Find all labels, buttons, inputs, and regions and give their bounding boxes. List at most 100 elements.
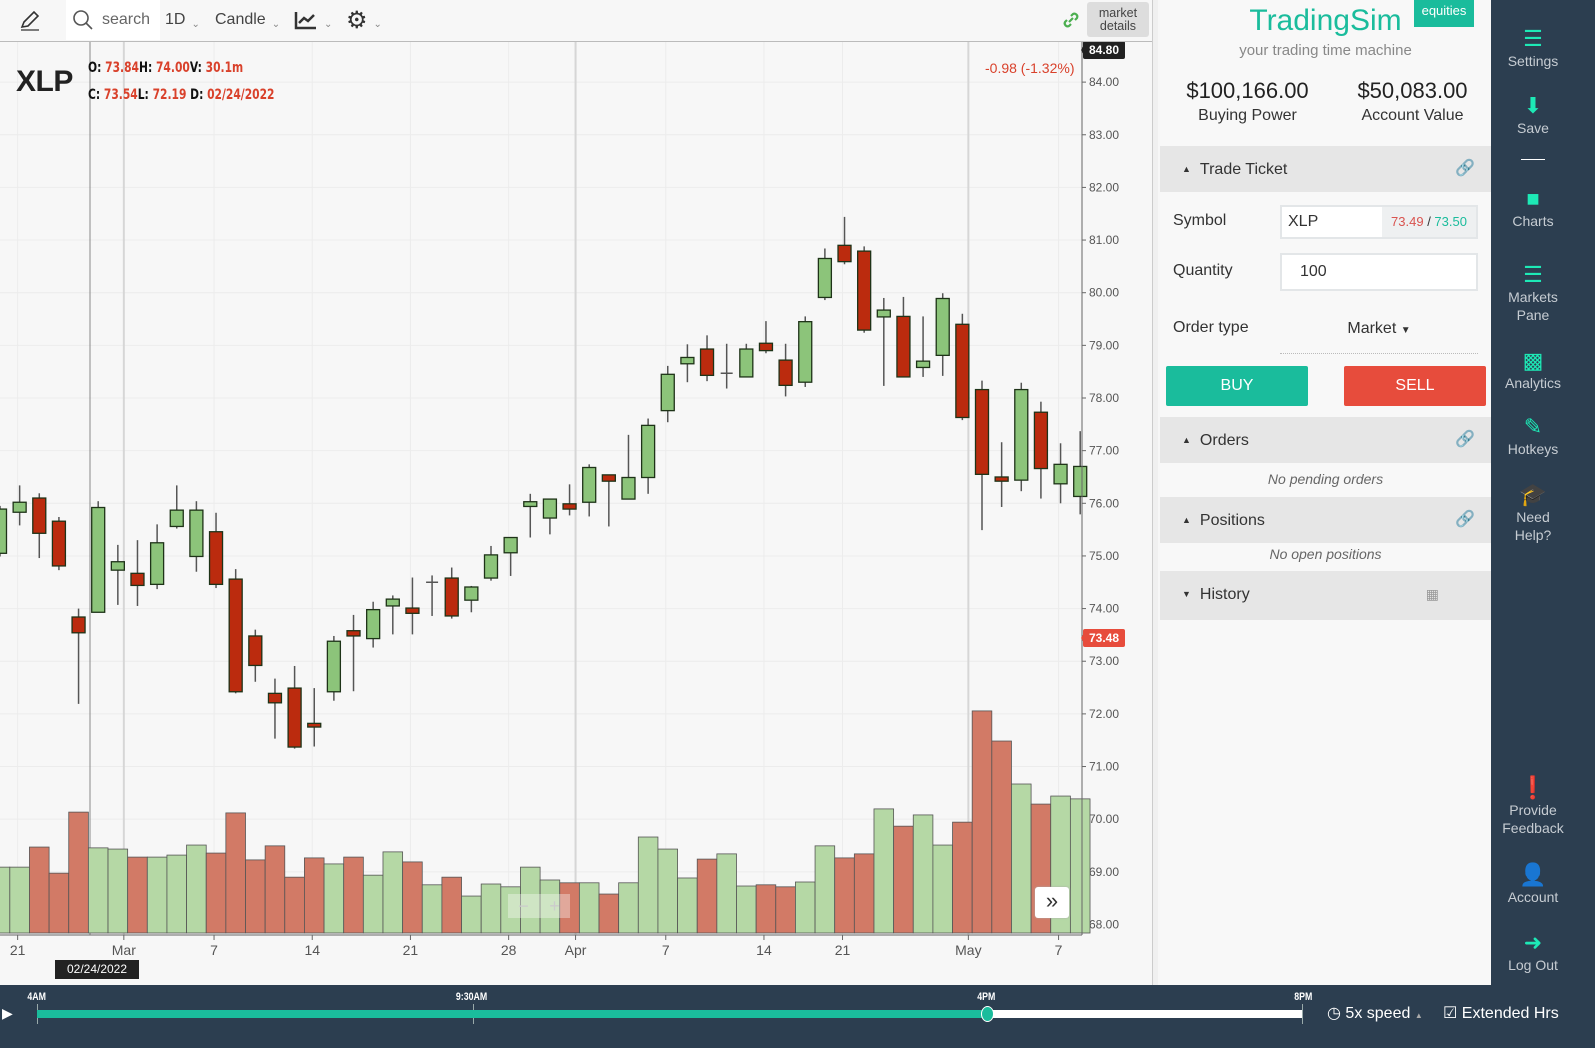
volume-bar — [853, 853, 875, 934]
ohlc-values: O: 73.84H: 74.00V: 30.1m C: 73.54L: 72.1… — [88, 55, 275, 109]
candle-up — [12, 501, 27, 513]
link-icon[interactable]: 🔗 — [1455, 160, 1475, 177]
scroll-to-end-button[interactable]: » — [1035, 887, 1069, 918]
sidebar-item-save[interactable]: ⬇ Save — [1491, 93, 1575, 137]
pencil-icon[interactable] — [18, 0, 42, 40]
user-icon: 👤 — [1519, 862, 1547, 887]
timeline-label: 4PM — [977, 991, 996, 1003]
y-axis-label: 78.00 — [1089, 391, 1119, 405]
y-axis-label: 71.00 — [1089, 760, 1119, 774]
positions-header[interactable]: ▲ Positions 🔗 — [1160, 497, 1491, 543]
link-icon[interactable] — [1062, 0, 1080, 40]
low-label: L: — [137, 87, 149, 103]
candle-up — [0, 508, 8, 554]
sell-button[interactable]: SELL — [1344, 366, 1486, 406]
candle-down — [51, 520, 67, 567]
candle-down — [601, 474, 616, 482]
account-value-amount: $50,083.00 — [1357, 78, 1468, 103]
sidebar-item-need-help[interactable]: 🎓 Need Help? — [1491, 482, 1575, 544]
trade-ticket-header[interactable]: ▲ Trade Ticket 🔗 — [1160, 146, 1491, 192]
sidebar-item-settings[interactable]: ☰ Settings — [1491, 26, 1575, 70]
chevron-down-icon: ⌄ — [324, 18, 333, 30]
market-details-button[interactable]: market details — [1087, 2, 1149, 37]
buy-button[interactable]: BUY — [1166, 366, 1308, 406]
tagline: your trading time machine — [1239, 42, 1412, 59]
open-label: O: — [88, 60, 102, 76]
menu-icon: ☰ — [1523, 26, 1543, 51]
zoom-out-icon[interactable]: − — [518, 896, 529, 916]
chevron-down-icon: ⌄ — [271, 18, 281, 30]
quote-separator: / — [1423, 214, 1435, 229]
search-input[interactable]: search — [66, 0, 160, 40]
sidebar-item-label: Account — [1507, 889, 1559, 905]
extended-hours-toggle[interactable]: ☑ Extended Hrs — [1443, 1003, 1559, 1023]
candle-down — [699, 348, 715, 377]
volume-value: 30.1m — [205, 60, 244, 76]
candle-up — [640, 424, 656, 479]
sidebar-item-analytics[interactable]: ▩ Analytics — [1491, 348, 1575, 392]
date-value: 02/24/2022 — [207, 87, 275, 103]
double-chevron-right-icon: » — [1045, 888, 1059, 913]
timeline-handle[interactable] — [980, 1006, 994, 1022]
caret-down-icon: ▼ — [1400, 325, 1411, 336]
sidebar-item-provide-feedback[interactable]: ❗ Provide Feedback — [1491, 775, 1575, 837]
edit-icon: ✎ — [1523, 414, 1543, 439]
sidebar-item-charts[interactable]: ■ Charts — [1491, 186, 1575, 230]
crosshair-date-label: 02/24/2022 — [55, 960, 139, 979]
candle-up — [366, 608, 381, 640]
link-icon[interactable]: 🔗 — [1455, 431, 1475, 448]
volume-bar — [304, 857, 325, 934]
search-placeholder: search — [102, 11, 151, 28]
candle-up — [503, 536, 518, 554]
candle-up — [621, 476, 636, 500]
x-axis-label: 21 — [403, 942, 419, 958]
stacked-grid-icon[interactable]: ▦ — [1425, 586, 1439, 602]
sidebar-item-account[interactable]: 👤 Account — [1491, 862, 1575, 906]
y-axis-label: 70.00 — [1089, 812, 1119, 826]
order-type-value: Market — [1347, 320, 1397, 337]
bid-price: 73.49 — [1391, 214, 1424, 229]
list-icon: ☰ — [1523, 262, 1543, 287]
history-header[interactable]: ▼ History ▦ — [1160, 571, 1491, 620]
play-icon[interactable]: ▶ — [2, 1005, 13, 1021]
ohlc-legend: XLP O: 73.84H: 74.00V: 30.1m C: 73.54L: … — [16, 55, 307, 109]
symbol-input[interactable]: XLP 73.49 / 73.50 — [1280, 205, 1478, 239]
order-type-select[interactable]: Market ▼ — [1280, 312, 1478, 354]
gear-icon: ⚙ — [346, 6, 368, 34]
open-value: 73.84 — [105, 60, 139, 76]
zoom-in-icon[interactable]: + — [549, 896, 560, 916]
volume-bar — [736, 885, 757, 934]
sidebar-item-hotkeys[interactable]: ✎ Hotkeys — [1491, 414, 1575, 458]
link-icon[interactable]: 🔗 — [1455, 511, 1475, 528]
volume-bar — [952, 821, 973, 934]
indicators-select[interactable]: ⌄ — [294, 0, 332, 40]
equities-badge[interactable]: equities — [1414, 0, 1474, 27]
timeline-label: 4AM — [27, 991, 46, 1003]
trade-panel: TradingSim equities your trading time ma… — [1160, 0, 1491, 985]
speed-select[interactable]: ◷ 5x speed ▲ — [1327, 1003, 1423, 1023]
orders-empty: No pending orders — [1267, 471, 1384, 487]
y-axis-label: 69.00 — [1089, 865, 1119, 879]
candle-down — [208, 531, 224, 586]
high-value: 74.00 — [155, 60, 190, 76]
orders-header[interactable]: ▲ Orders 🔗 — [1160, 417, 1491, 463]
candle-down — [71, 616, 86, 634]
timeline-slider[interactable] — [37, 1004, 1303, 1024]
sidebar-item-log-out[interactable]: ➜ Log Out — [1491, 930, 1575, 974]
interval-select[interactable]: 1D ⌄ — [165, 0, 200, 40]
price-chart[interactable]: 84.00 83.00 82.00 81.00 80.00 79.00 78.00 77.00… — [0, 42, 1152, 982]
volume-bar — [362, 874, 384, 934]
candle-down — [562, 503, 577, 510]
chart-type-select[interactable]: Candle ⌄ — [215, 0, 280, 40]
settings-select[interactable]: ⚙ ⌄ — [346, 0, 382, 40]
y-axis-label: 74.00 — [1089, 602, 1119, 616]
candle-up — [876, 309, 891, 318]
zoom-controls: − + — [508, 894, 570, 918]
x-axis-label: Mar — [112, 942, 136, 958]
buying-power-value: $100,166.00 — [1186, 78, 1309, 103]
volume-bar — [186, 844, 207, 934]
quantity-input[interactable]: 100 — [1280, 253, 1478, 291]
candle-up — [798, 321, 813, 383]
volume-bar — [87, 847, 109, 934]
sidebar-item-markets-pane[interactable]: ☰ Markets Pane — [1491, 262, 1575, 324]
